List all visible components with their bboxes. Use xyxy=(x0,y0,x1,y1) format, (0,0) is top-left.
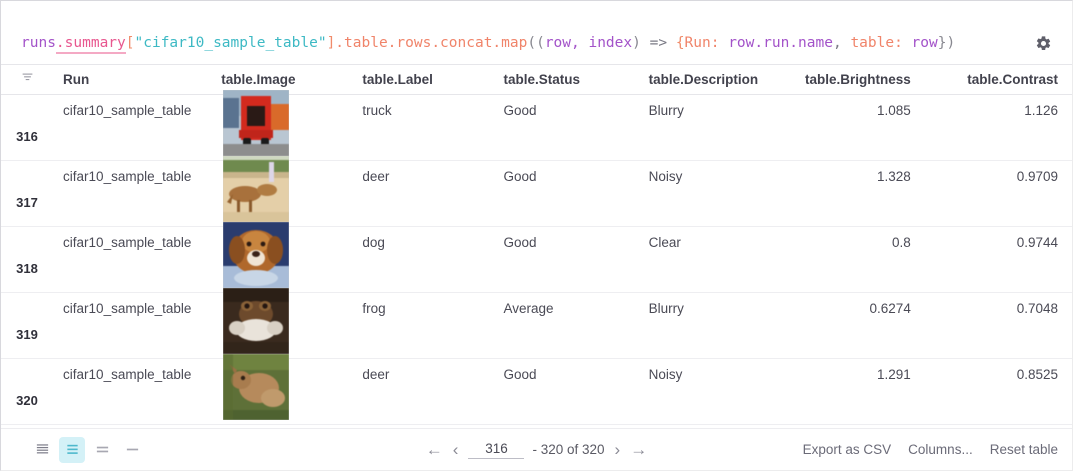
data-table: Run table.Image table.Label table.Status… xyxy=(1,65,1072,425)
contrast-cell: 0.9709 xyxy=(928,160,1072,227)
image-cell[interactable] xyxy=(221,287,360,359)
table-row[interactable]: 316 cifar10_sample_table truck Good Blurry 1.… xyxy=(1,89,1072,161)
brightness-cell: 1.085 xyxy=(784,94,929,161)
next-page-button[interactable]: › xyxy=(614,440,621,459)
label-cell: dog xyxy=(359,226,501,293)
row-index-cell: 317 xyxy=(1,160,54,227)
run-name-cell: cifar10_sample_table xyxy=(53,160,222,227)
density-compact-button[interactable] xyxy=(29,437,55,463)
table-row[interactable]: 319 cifar10_sample_table frog Average Blurry… xyxy=(1,287,1072,359)
description-cell: Clear xyxy=(644,226,785,293)
description-cell: Noisy xyxy=(644,358,785,425)
table-row[interactable]: 318 cifar10_sample_table dog Good Clear 0.8 0.… xyxy=(1,221,1072,293)
description-cell: Blurry xyxy=(644,292,785,359)
column-header-status[interactable]: table.Status xyxy=(500,65,645,95)
row-index-cell: 320 xyxy=(1,358,54,425)
gear-icon[interactable] xyxy=(1030,31,1056,57)
contrast-cell: 0.7048 xyxy=(928,292,1072,359)
contrast-cell: 0.8525 xyxy=(928,358,1072,425)
image-cell[interactable] xyxy=(221,155,360,227)
query-expression-input[interactable]: runs.summary["cifar10_sample_table"].tab… xyxy=(21,35,1030,55)
filter-icon[interactable] xyxy=(1,71,53,84)
table-body: 316 cifar10_sample_table truck Good Blurry 1.… xyxy=(1,89,1072,425)
query-bar: runs.summary["cifar10_sample_table"].tab… xyxy=(1,23,1072,65)
table-header: Run table.Image table.Label table.Status… xyxy=(1,65,1072,95)
label-cell: frog xyxy=(359,292,501,359)
table-row[interactable]: 317 cifar10_sample_table deer Good Noisy 1.32… xyxy=(1,155,1072,227)
truck-thumbnail[interactable] xyxy=(223,89,290,156)
brightness-cell: 1.328 xyxy=(784,160,929,227)
image-cell[interactable] xyxy=(221,221,360,293)
reset-table-button[interactable]: Reset table xyxy=(989,442,1058,457)
brightness-cell: 0.8 xyxy=(784,226,929,293)
brightness-cell: 0.6274 xyxy=(784,292,929,359)
description-cell: Blurry xyxy=(644,94,785,161)
table-header-row: Run table.Image table.Label table.Status… xyxy=(1,65,1072,95)
deer2-thumbnail[interactable] xyxy=(223,353,290,420)
status-cell: Good xyxy=(500,226,645,293)
status-cell: Good xyxy=(500,94,645,161)
column-header-brightness[interactable]: table.Brightness xyxy=(784,65,929,95)
column-header-contrast[interactable]: table.Contrast xyxy=(928,65,1072,95)
run-name-cell: cifar10_sample_table xyxy=(53,358,222,425)
footer-actions: Export as CSV Columns... Reset table xyxy=(803,442,1058,457)
page-number-input[interactable] xyxy=(468,440,525,459)
table-row[interactable]: 320 cifar10_sample_table deer Good Noisy 1.29… xyxy=(1,353,1072,425)
first-page-button[interactable]: ← xyxy=(425,440,443,459)
last-page-button[interactable]: → xyxy=(630,440,648,459)
prev-page-button[interactable]: ‹ xyxy=(452,440,459,459)
label-cell: deer xyxy=(359,160,501,227)
label-cell: truck xyxy=(359,94,501,161)
row-index-cell: 319 xyxy=(1,292,54,359)
status-cell: Good xyxy=(500,160,645,227)
row-density-controls xyxy=(29,436,145,463)
frog-thumbnail[interactable] xyxy=(223,287,290,354)
export-as-csv-button[interactable]: Export as CSV xyxy=(802,442,892,457)
status-cell: Average xyxy=(500,292,645,359)
table-footer: ← ‹ - 320 of 320 › → Export as CSV Colum… xyxy=(1,428,1072,470)
column-header-index xyxy=(1,65,54,95)
density-xlarge-button[interactable] xyxy=(119,437,145,463)
page-range-label: - 320 of 320 xyxy=(532,442,605,457)
density-large-button[interactable] xyxy=(89,437,115,463)
column-header-label[interactable]: table.Label xyxy=(359,65,501,95)
pagination-controls: ← ‹ - 320 of 320 › → xyxy=(1,440,1072,459)
image-cell[interactable] xyxy=(221,89,360,161)
contrast-cell: 0.9744 xyxy=(928,226,1072,293)
dog-thumbnail[interactable] xyxy=(223,221,290,288)
data-table-scroll-area[interactable]: Run table.Image table.Label table.Status… xyxy=(1,65,1072,428)
row-index-cell: 316 xyxy=(1,94,54,161)
status-cell: Good xyxy=(500,358,645,425)
label-cell: deer xyxy=(359,358,501,425)
deer-thumbnail[interactable] xyxy=(223,155,290,222)
description-cell: Noisy xyxy=(644,160,785,227)
contrast-cell: 1.126 xyxy=(928,94,1072,161)
columns-button[interactable]: Columns... xyxy=(908,442,973,457)
column-header-run[interactable]: Run xyxy=(53,65,222,95)
run-name-cell: cifar10_sample_table xyxy=(53,292,222,359)
run-name-cell: cifar10_sample_table xyxy=(53,94,222,161)
density-medium-button[interactable] xyxy=(59,436,85,463)
brightness-cell: 1.291 xyxy=(784,358,929,425)
row-index-cell: 318 xyxy=(1,226,54,293)
column-header-description[interactable]: table.Description xyxy=(644,65,785,95)
image-cell[interactable] xyxy=(221,353,360,425)
run-name-cell: cifar10_sample_table xyxy=(53,226,222,293)
